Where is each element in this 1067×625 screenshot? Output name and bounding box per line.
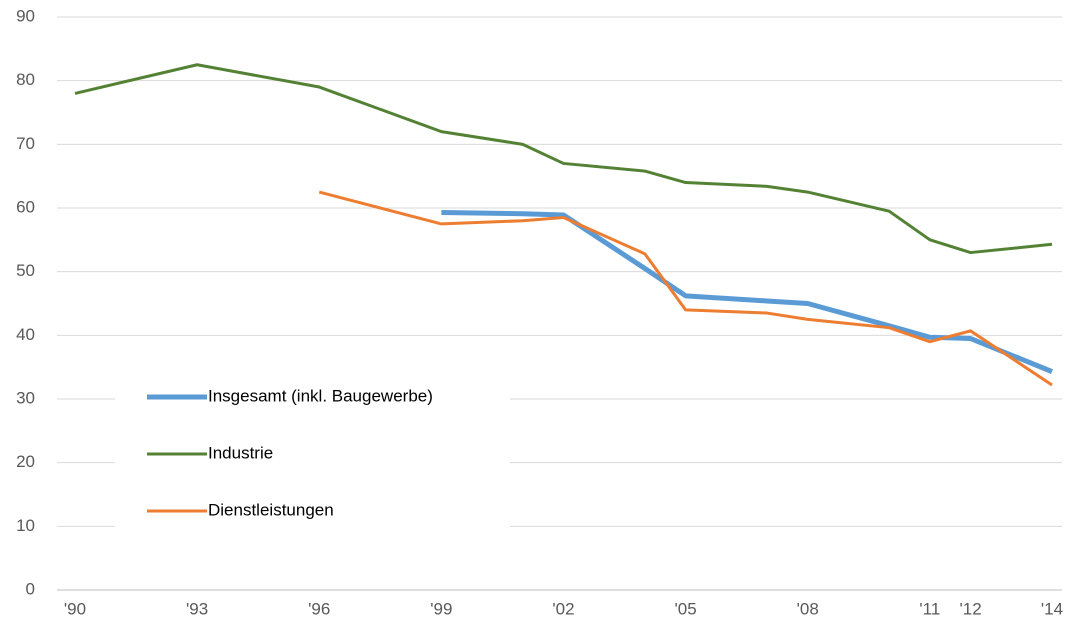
x-tick-label: '90 [64, 599, 86, 618]
legend-box [115, 365, 510, 527]
x-tick-label: '99 [430, 599, 452, 618]
series-line [318, 190, 1053, 387]
legend-label: Dienstleistungen [208, 500, 334, 519]
x-tick-label: '02 [552, 599, 574, 618]
y-tick-label: 10 [16, 516, 35, 535]
y-tick-label: 90 [16, 6, 35, 25]
x-tick-label: '12 [960, 599, 982, 618]
y-tick-label: 60 [16, 197, 35, 216]
legend-label: Industrie [208, 443, 273, 462]
y-tick-label: 30 [16, 388, 35, 407]
y-tick-label: 40 [16, 325, 35, 344]
y-tick-label: 70 [16, 134, 35, 153]
legend: Insgesamt (inkl. Baugewerbe) Industrie Die… [115, 365, 510, 527]
x-tick-label: '93 [186, 599, 208, 618]
x-tick-label: '11 [919, 599, 940, 618]
y-tick-label: 50 [16, 261, 35, 280]
x-tick-label: '08 [797, 599, 819, 618]
x-tick-label: '05 [675, 599, 697, 618]
x-tick-label: '14 [1041, 599, 1063, 618]
legend-label: Insgesamt (inkl. Baugewerbe) [208, 386, 433, 405]
series-line [441, 209, 1053, 374]
y-tick-label: 0 [26, 579, 35, 598]
series-line [74, 63, 1053, 255]
y-tick-label: 80 [16, 70, 35, 89]
x-tick-label: '96 [308, 599, 330, 618]
y-tick-label: 20 [16, 452, 35, 471]
